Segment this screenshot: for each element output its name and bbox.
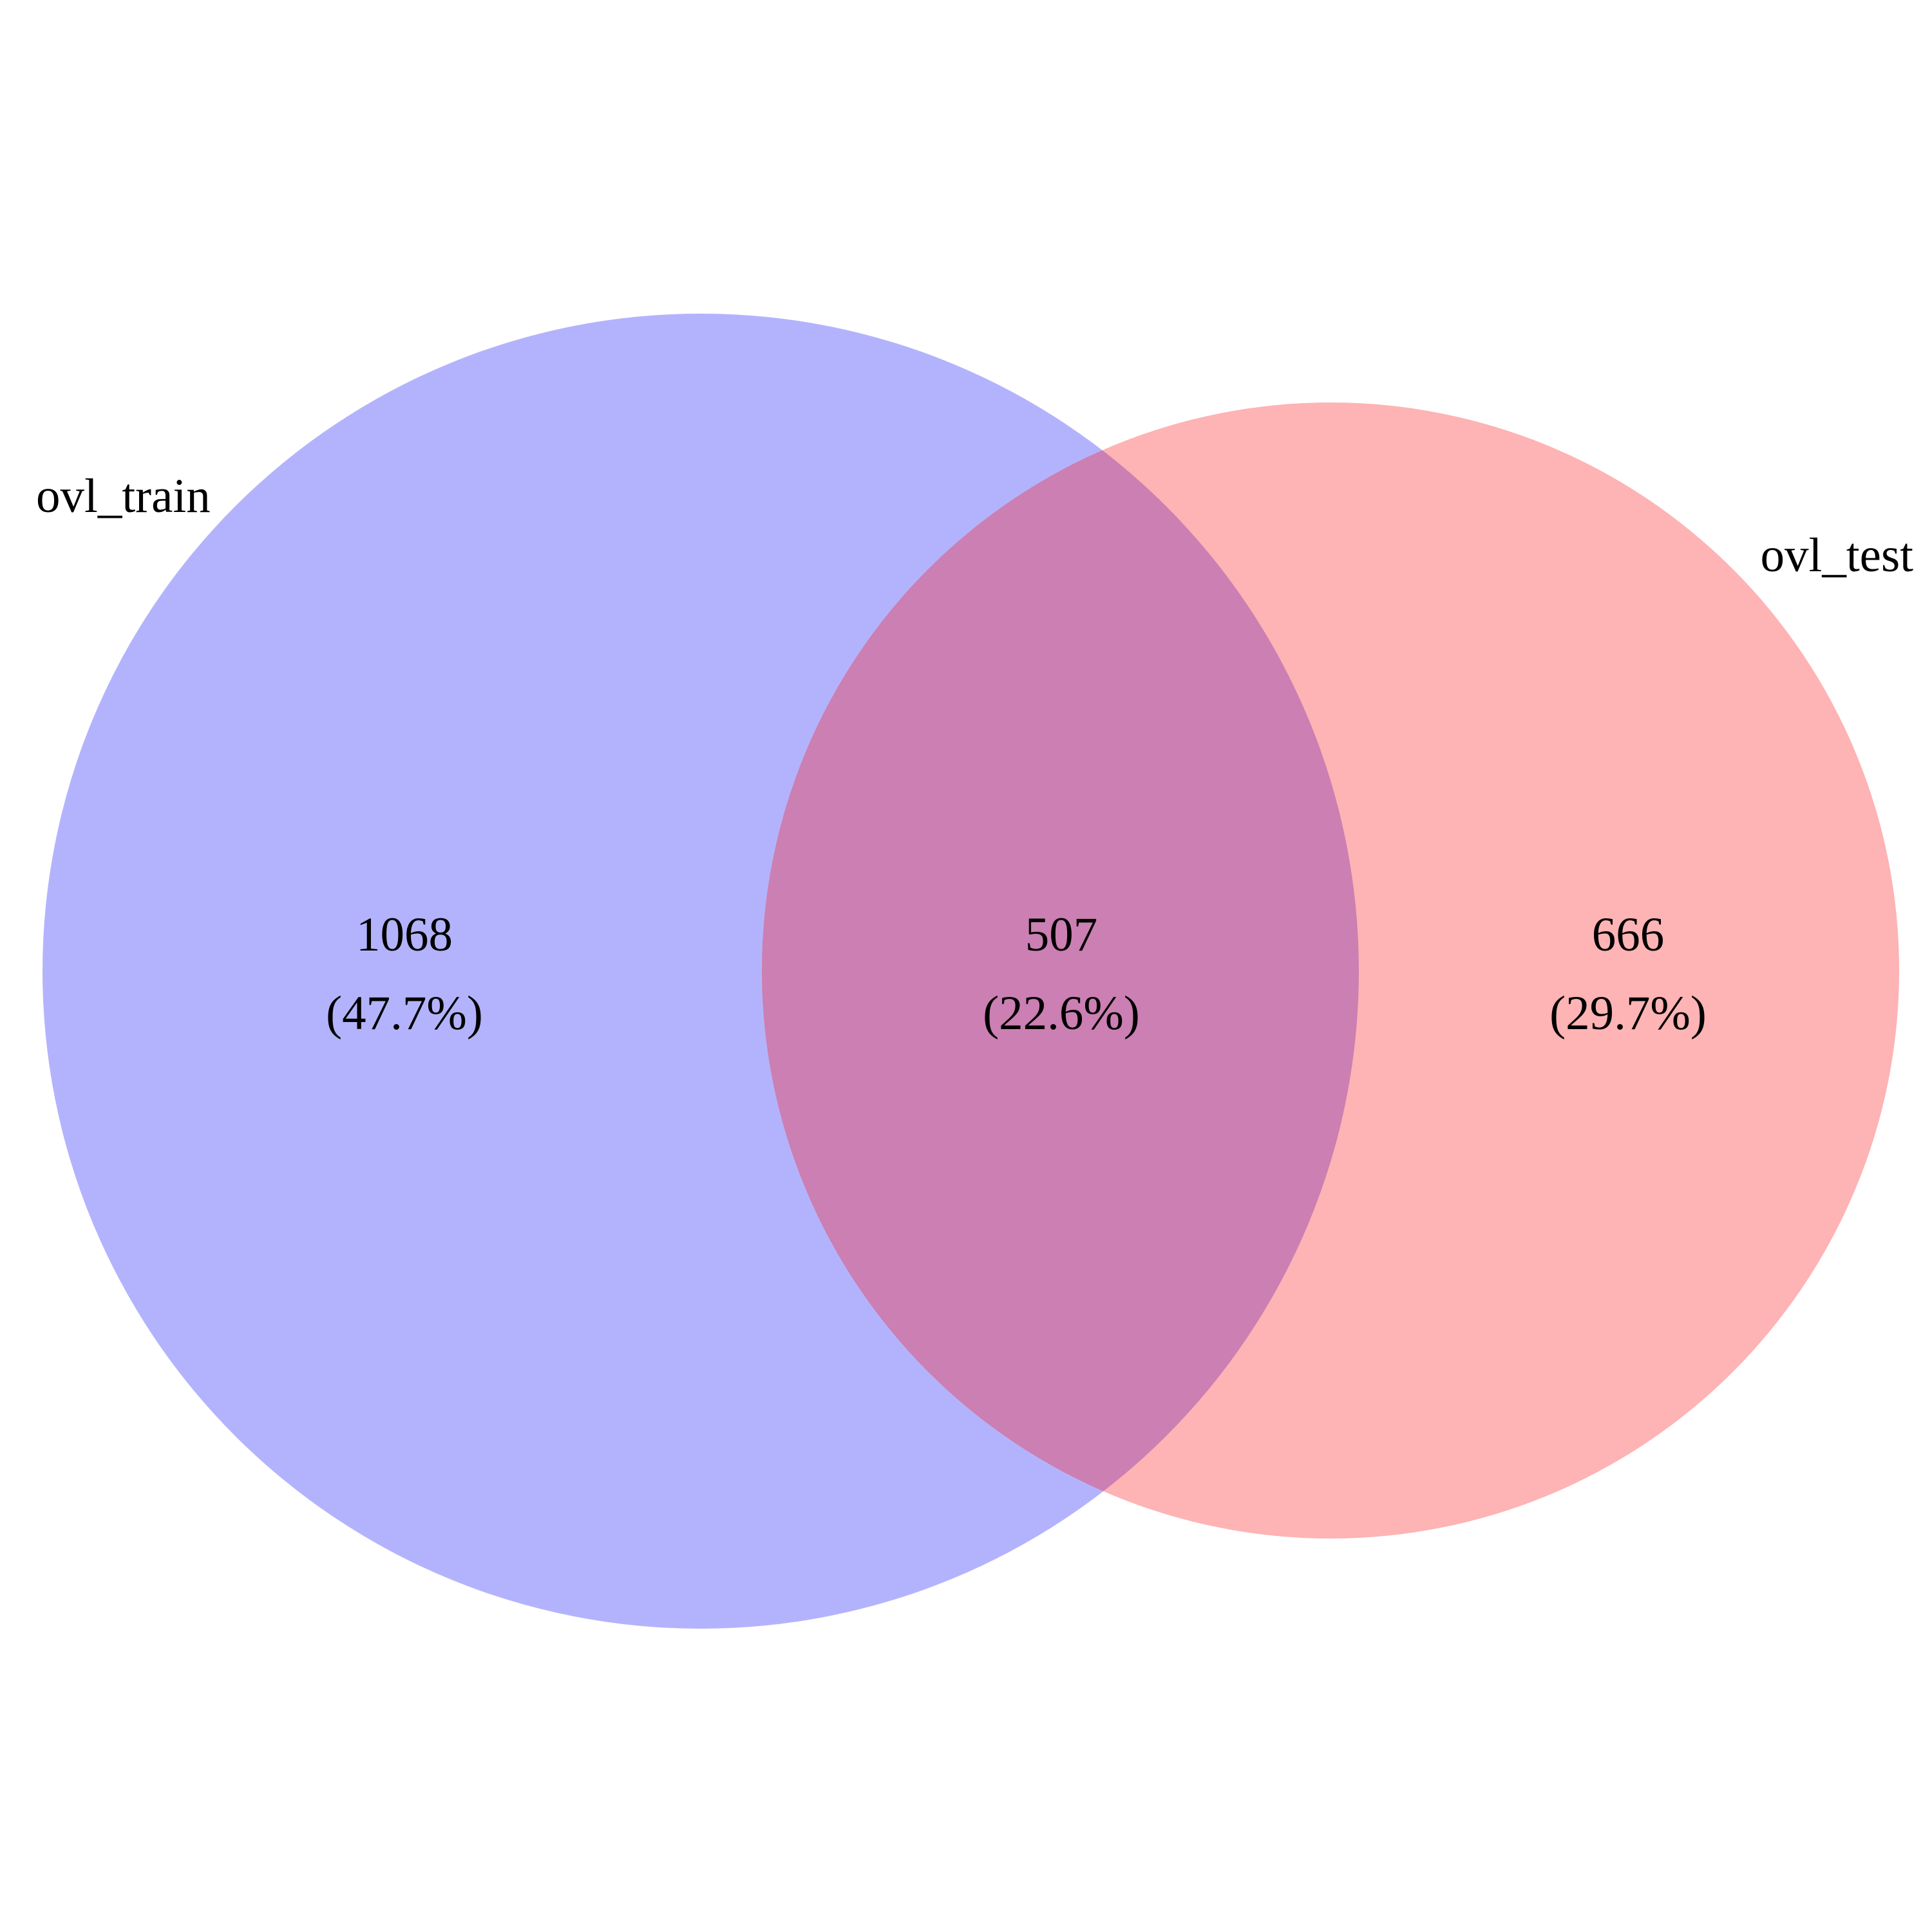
- percent-intersection: (22.6%): [983, 987, 1140, 1040]
- percent-ovl-train-only: (47.7%): [326, 987, 483, 1040]
- percent-ovl-test-only: (29.7%): [1549, 987, 1707, 1040]
- count-ovl-test-only: 666: [1592, 908, 1665, 961]
- set-label-ovl-test: ovl_test: [1761, 529, 1914, 582]
- intersection-region: [762, 402, 1359, 1539]
- set-label-ovl-train: ovl_train: [36, 469, 211, 523]
- count-ovl-train-only: 1068: [356, 908, 453, 961]
- count-intersection: 507: [1025, 908, 1098, 961]
